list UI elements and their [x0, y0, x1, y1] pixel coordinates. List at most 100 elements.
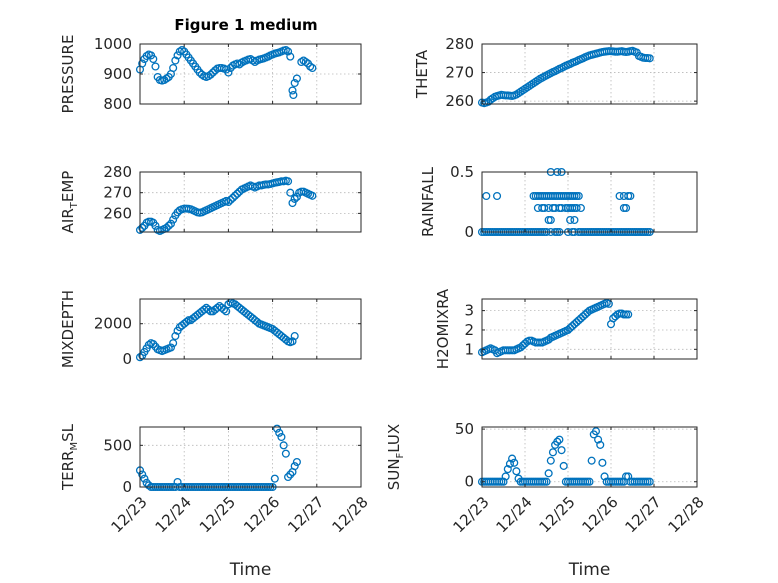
data-point — [559, 461, 568, 470]
data-point — [566, 215, 575, 225]
axes-box — [139, 426, 362, 488]
y-tick-label: 270 — [103, 184, 132, 202]
y-axis-label-h2omixra: H2OMIXRA — [434, 288, 452, 369]
data-point — [166, 343, 175, 352]
data-point — [292, 74, 301, 83]
data-point — [151, 62, 160, 71]
data-point — [290, 78, 299, 88]
data-point — [542, 477, 551, 486]
data-point — [173, 51, 182, 60]
data-point — [615, 191, 624, 201]
data-point — [286, 188, 295, 197]
y-tick-label: 50 — [455, 420, 474, 438]
y-axis-label-airtemp: AIRTEMP — [59, 171, 80, 234]
data-point — [292, 192, 301, 201]
data-point — [140, 474, 149, 483]
data-point — [219, 305, 229, 314]
subplot-6: 123 H2OMIXRA — [434, 288, 698, 369]
data-point — [544, 469, 553, 478]
y-tick-label: 280 — [445, 35, 474, 53]
data-point — [503, 465, 512, 474]
y-tick-label: 1000 — [94, 35, 132, 53]
data-point — [290, 332, 299, 341]
data-point — [510, 458, 519, 467]
data-point — [182, 317, 191, 326]
data-point — [626, 191, 635, 201]
data-point — [492, 191, 502, 201]
data-point — [308, 63, 317, 73]
data-point — [275, 428, 284, 437]
data-point — [576, 203, 585, 213]
data-point — [482, 191, 491, 201]
data-point — [290, 462, 299, 471]
y-tick-label: 0 — [122, 478, 132, 496]
data-point — [288, 198, 297, 208]
data-point — [173, 477, 182, 487]
y-tick-label: 500 — [103, 436, 132, 454]
x-axis-label: Time — [229, 560, 272, 580]
y-axis-label-pressure: PRESSURE — [59, 35, 77, 114]
data-point — [555, 435, 564, 444]
y-tick-label: 1 — [464, 340, 474, 358]
data-point — [604, 299, 613, 308]
data-point — [292, 457, 301, 467]
data-point — [169, 215, 178, 224]
data-point — [572, 203, 581, 213]
subplot-3: 260 270 280 AIRTEMP — [59, 163, 362, 236]
data-point — [284, 472, 293, 482]
data-point — [169, 339, 178, 348]
data-point — [548, 448, 557, 457]
data-point — [151, 221, 160, 230]
y-tick-label: 260 — [103, 204, 132, 222]
data-point — [585, 477, 594, 486]
data-point — [505, 459, 515, 468]
data-point — [164, 221, 173, 230]
axes-box — [481, 298, 698, 360]
y-axis-label-sunflux: SUNFLUX — [385, 424, 406, 490]
data-point — [621, 203, 631, 213]
data-point — [288, 86, 297, 95]
data-point — [598, 458, 607, 467]
data-point — [224, 68, 233, 77]
data-point — [499, 477, 508, 486]
data-point — [224, 197, 233, 207]
y-axis-label-theta: THETA — [413, 49, 431, 99]
data-point — [600, 472, 609, 481]
data-point — [645, 54, 654, 63]
subplot-2: 260 270 280 THETA — [413, 35, 698, 110]
data-point — [138, 223, 147, 232]
data-point — [281, 449, 290, 458]
data-point — [288, 337, 297, 346]
y-tick-label: 900 — [103, 65, 132, 83]
data-point — [508, 454, 517, 463]
data-point — [171, 332, 180, 341]
data-point — [540, 203, 549, 213]
data-point — [222, 307, 231, 316]
data-point — [587, 456, 596, 465]
data-point — [286, 470, 295, 479]
data-point — [574, 191, 583, 201]
x-axis-label: Time — [568, 560, 611, 580]
axes-box — [481, 43, 698, 105]
data-point — [270, 474, 279, 483]
y-axis-label-mixdepth: MIXDEPTH — [59, 290, 77, 368]
data-point — [289, 90, 298, 100]
data-point — [570, 215, 579, 225]
data-point — [277, 432, 286, 442]
data-point — [226, 195, 235, 204]
y-tick-label: 0 — [122, 350, 132, 368]
data-point — [308, 191, 317, 200]
data-point — [230, 191, 240, 200]
data-point — [142, 478, 151, 487]
data-point — [286, 52, 295, 61]
data-point — [553, 437, 562, 446]
axes-box — [139, 298, 362, 360]
data-point — [206, 307, 215, 316]
data-point — [546, 456, 555, 465]
y-axis-label-terrmsl: TERRMSL — [59, 423, 80, 491]
data-point — [645, 477, 654, 486]
y-tick-label: 2 — [464, 321, 474, 339]
data-point — [512, 467, 521, 476]
